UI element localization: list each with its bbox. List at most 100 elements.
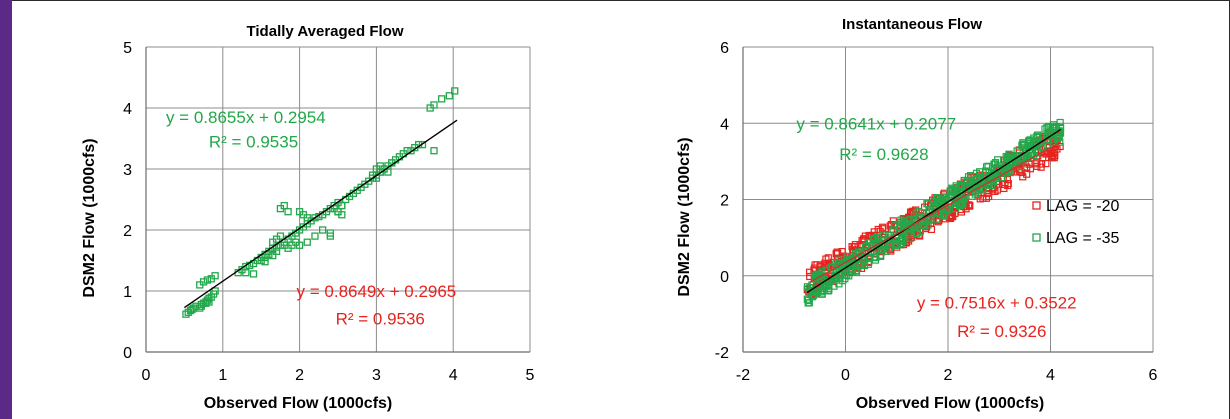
data-point — [1000, 184, 1008, 193]
data-point — [891, 240, 900, 248]
data-point — [199, 278, 208, 286]
data-point — [284, 208, 292, 216]
data-point — [838, 247, 846, 256]
trendline-equation: y = 0.7516x + 0.3522 — [917, 293, 1077, 312]
x-tick-label: 0 — [841, 367, 850, 384]
data-point — [1013, 147, 1021, 155]
data-point — [430, 101, 438, 109]
data-point — [896, 223, 904, 231]
data-point — [205, 298, 213, 306]
data-point — [957, 199, 965, 207]
y-tick-label: 1 — [123, 284, 132, 301]
trendline-equation: R² = 0.9536 — [336, 309, 425, 328]
data-point — [1048, 138, 1057, 146]
data-point — [269, 251, 277, 260]
data-point — [295, 241, 304, 249]
y-tick-label: 0 — [123, 345, 132, 362]
data-point — [879, 223, 887, 231]
data-point — [445, 92, 454, 100]
data-point — [988, 181, 996, 189]
data-point — [211, 287, 219, 295]
data-point — [852, 268, 861, 276]
data-point — [1055, 133, 1063, 141]
data-point — [952, 182, 960, 190]
data-point — [991, 174, 999, 182]
y-tick-label: 0 — [720, 269, 729, 286]
data-point — [831, 276, 839, 284]
data-point — [1002, 160, 1010, 168]
data-point — [899, 237, 907, 245]
data-point — [907, 234, 915, 242]
legend-marker — [1032, 233, 1041, 242]
y-tick-label: 5 — [123, 40, 132, 57]
data-point — [817, 286, 825, 295]
data-point — [860, 235, 868, 243]
instantaneous-flow-chart: Instantaneous Flow DSM2 Flow (1000cfs) O… — [676, 16, 1158, 412]
y-axis-label: DSM2 Flow (1000cfs) — [676, 137, 693, 296]
data-point — [418, 140, 427, 149]
legend-label: LAG = -20 — [1046, 198, 1119, 215]
data-point — [936, 210, 944, 218]
data-point — [915, 207, 923, 216]
legend-label: LAG = -35 — [1046, 230, 1119, 247]
trendline-equation: y = 0.8655x + 0.2954 — [166, 108, 326, 127]
data-point — [1047, 150, 1055, 158]
x-tick-label: 4 — [1046, 367, 1055, 384]
data-point — [839, 277, 847, 285]
trendline-equation: R² = 0.9535 — [209, 133, 298, 152]
data-point — [974, 184, 982, 192]
data-point — [326, 232, 334, 240]
data-point — [211, 272, 219, 280]
data-point — [889, 226, 897, 234]
x-tick-label: 5 — [526, 367, 535, 384]
data-point — [882, 247, 890, 255]
data-point — [804, 296, 812, 305]
y-tick-label: 6 — [720, 40, 729, 57]
data-point — [967, 177, 975, 185]
data-point — [276, 232, 285, 240]
y-tick-label: 2 — [123, 223, 132, 240]
x-tick-label: 2 — [944, 367, 953, 384]
data-point — [1056, 118, 1064, 127]
data-point — [430, 147, 438, 155]
data-point — [933, 199, 942, 207]
data-point — [438, 95, 446, 103]
data-point — [960, 176, 968, 185]
data-point — [249, 270, 258, 278]
data-point — [1051, 152, 1059, 160]
x-tick-label: 2 — [295, 367, 304, 384]
y-tick-label: 4 — [123, 101, 132, 118]
y-tick-label: 2 — [720, 193, 729, 210]
data-point — [825, 286, 833, 294]
frame-top-border — [12, 0, 1230, 1]
data-point — [303, 214, 311, 222]
x-axis-label: Observed Flow (1000cfs) — [204, 395, 393, 412]
frame-left-bar — [0, 0, 12, 419]
data-point — [890, 222, 899, 230]
x-tick-label: 0 — [142, 367, 151, 384]
data-point — [871, 256, 880, 264]
data-point — [311, 232, 319, 240]
data-point — [1044, 127, 1053, 135]
data-point — [818, 290, 826, 298]
y-tick-label: 4 — [720, 116, 729, 133]
data-point — [1023, 170, 1031, 178]
data-point — [942, 193, 951, 201]
data-point — [1002, 153, 1010, 161]
data-point — [257, 256, 265, 265]
data-point — [850, 243, 858, 251]
data-point — [976, 195, 984, 203]
data-point — [303, 238, 311, 246]
y-tick-label: -2 — [715, 345, 729, 362]
data-point — [935, 198, 943, 206]
data-point — [869, 235, 877, 244]
data-point — [874, 225, 882, 234]
data-point — [816, 261, 824, 269]
data-point — [822, 255, 830, 263]
data-point — [272, 247, 281, 256]
x-tick-label: 3 — [372, 367, 381, 384]
data-point — [944, 206, 952, 214]
x-tick-label: 1 — [218, 367, 227, 384]
data-point — [923, 200, 931, 208]
x-tick-label: 4 — [449, 367, 458, 384]
